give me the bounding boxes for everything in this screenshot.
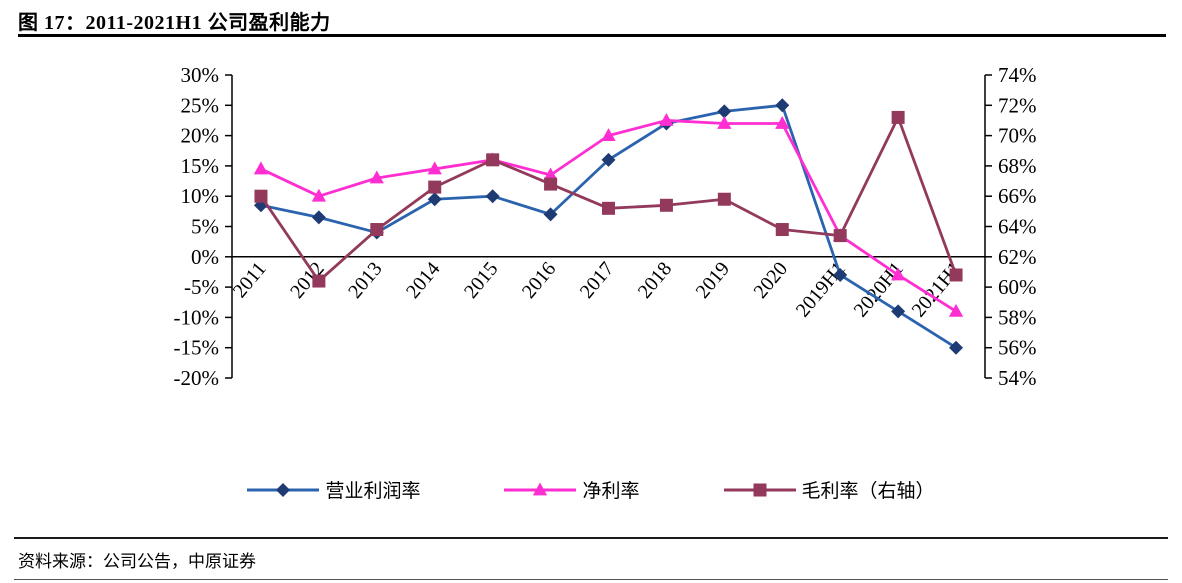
diamond-marker: [891, 304, 906, 319]
right-axis-label: 70%: [998, 124, 1037, 148]
diamond-marker: [485, 189, 500, 204]
figure-title: 图 17：2011-2021H1 公司盈利能力: [18, 12, 331, 34]
legend-item-net-margin: 净利率: [504, 476, 640, 503]
square-marker: [544, 177, 558, 191]
diamond-marker: [543, 207, 558, 222]
left-axis-label: 5%: [191, 215, 219, 239]
triangle-marker: [659, 112, 674, 126]
profitability-line-chart: 30% 25% 20% 15% 10% 5% 0% -5% -10% -15% -20% 74% 72%…: [174, 63, 1037, 390]
triangle-marker: [533, 482, 548, 495]
left-axis-label: -15%: [174, 336, 220, 360]
right-axis-label: 54%: [998, 366, 1037, 390]
x-axis-label: 2011: [229, 258, 271, 302]
left-axis-label: -5%: [184, 275, 219, 299]
left-axis-label: 15%: [181, 154, 220, 178]
square-marker: [833, 229, 847, 243]
triangle-marker: [427, 161, 442, 175]
series-gross-margin-right-axis: [254, 110, 963, 288]
title-underline: [18, 34, 1166, 37]
triangle-marker: [890, 267, 906, 281]
x-axis-label: 2013: [344, 258, 387, 303]
diamond-marker: [427, 192, 442, 207]
square-marker: [428, 180, 442, 194]
x-axis-label: 2017: [576, 258, 619, 303]
right-axis-label: 74%: [998, 63, 1037, 87]
square-marker: [949, 268, 963, 282]
left-axis-label: 20%: [181, 124, 220, 148]
bottom-divider: [14, 579, 1168, 580]
legend-label: 毛利率（右轴）: [801, 481, 935, 502]
x-axis-label: 2020: [750, 258, 793, 303]
square-marker: [486, 153, 500, 167]
x-axis-label: 2016: [518, 258, 561, 303]
x-axis-label: 2014: [402, 258, 445, 303]
triangle-marker: [369, 170, 384, 184]
right-axis-label: 72%: [998, 93, 1037, 117]
left-axis-label: 25%: [181, 93, 220, 117]
x-axis-label: 2015: [460, 258, 503, 303]
x-axis-label: 2019H1: [792, 258, 850, 322]
diamond-marker: [949, 340, 964, 355]
square-marker: [312, 274, 326, 288]
legend-marker-square-icon: [723, 483, 796, 496]
left-axis-label: 30%: [181, 63, 220, 87]
diamond-marker: [775, 98, 790, 113]
left-axis-label: 10%: [181, 184, 220, 208]
source-divider: [14, 537, 1168, 539]
x-axis-label: 2019: [692, 258, 735, 303]
legend-label: 净利率: [582, 481, 640, 502]
square-marker: [254, 189, 268, 203]
triangle-marker: [253, 161, 269, 175]
diamond-marker: [276, 482, 291, 497]
legend-item-operating-margin: 营业利润率: [247, 476, 420, 503]
square-marker: [370, 223, 384, 237]
legend-label: 营业利润率: [325, 481, 421, 502]
diamond-marker: [601, 152, 616, 167]
left-axis-label: -20%: [174, 366, 220, 390]
legend-item-gross-margin-right-axis: 毛利率（右轴）: [723, 476, 935, 503]
diamond-marker: [311, 210, 326, 225]
square-marker: [753, 483, 766, 496]
right-axis-label: 68%: [998, 154, 1037, 178]
triangle-marker: [311, 188, 327, 202]
diamond-marker: [717, 104, 732, 119]
right-axis-label: 56%: [998, 336, 1037, 360]
diamond-marker: [833, 267, 848, 282]
legend-marker-triangle-icon: [504, 482, 577, 495]
square-marker: [602, 201, 615, 215]
triangle-marker: [717, 115, 732, 129]
right-axis-label: 62%: [998, 245, 1037, 269]
square-marker: [659, 198, 673, 212]
right-axis-label: 58%: [998, 305, 1037, 329]
legend-marker-diamond-icon: [247, 482, 320, 497]
triangle-marker: [948, 303, 964, 317]
x-axis-label: 2018: [634, 258, 677, 303]
triangle-marker: [775, 115, 790, 129]
right-axis-label: 66%: [998, 184, 1037, 208]
triangle-marker: [601, 128, 616, 141]
square-marker: [775, 223, 789, 237]
square-marker: [717, 192, 731, 206]
triangle-marker: [543, 167, 558, 181]
square-marker: [891, 110, 905, 124]
series-line-operating-margin: [260, 103, 957, 349]
left-axis-label: -10%: [174, 305, 220, 329]
right-axis-label: 64%: [998, 215, 1037, 239]
left-axis-label: 0%: [191, 245, 219, 269]
right-axis-label: 60%: [998, 275, 1037, 299]
chart-legend: 营业利润率 净利率 毛利率（右轴）: [0, 476, 1182, 503]
source-note: 资料来源：公司公告，中原证券: [18, 552, 256, 571]
